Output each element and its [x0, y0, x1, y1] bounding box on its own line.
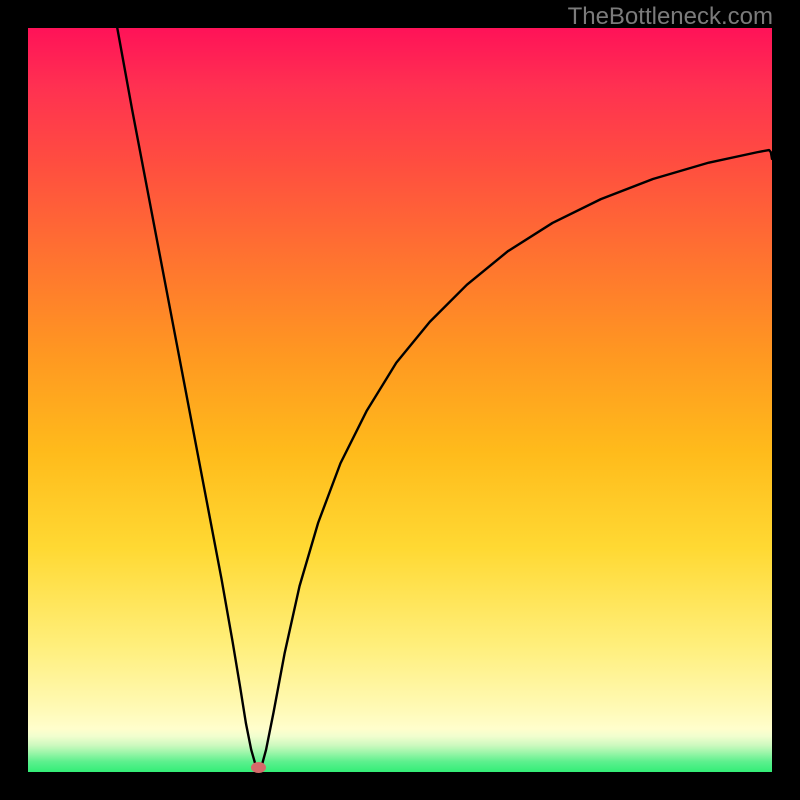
watermark-text: TheBottleneck.com [568, 3, 773, 31]
bottleneck-curve [117, 28, 772, 771]
chart-stage: TheBottleneck.com [0, 0, 800, 800]
curve-layer [0, 0, 800, 800]
